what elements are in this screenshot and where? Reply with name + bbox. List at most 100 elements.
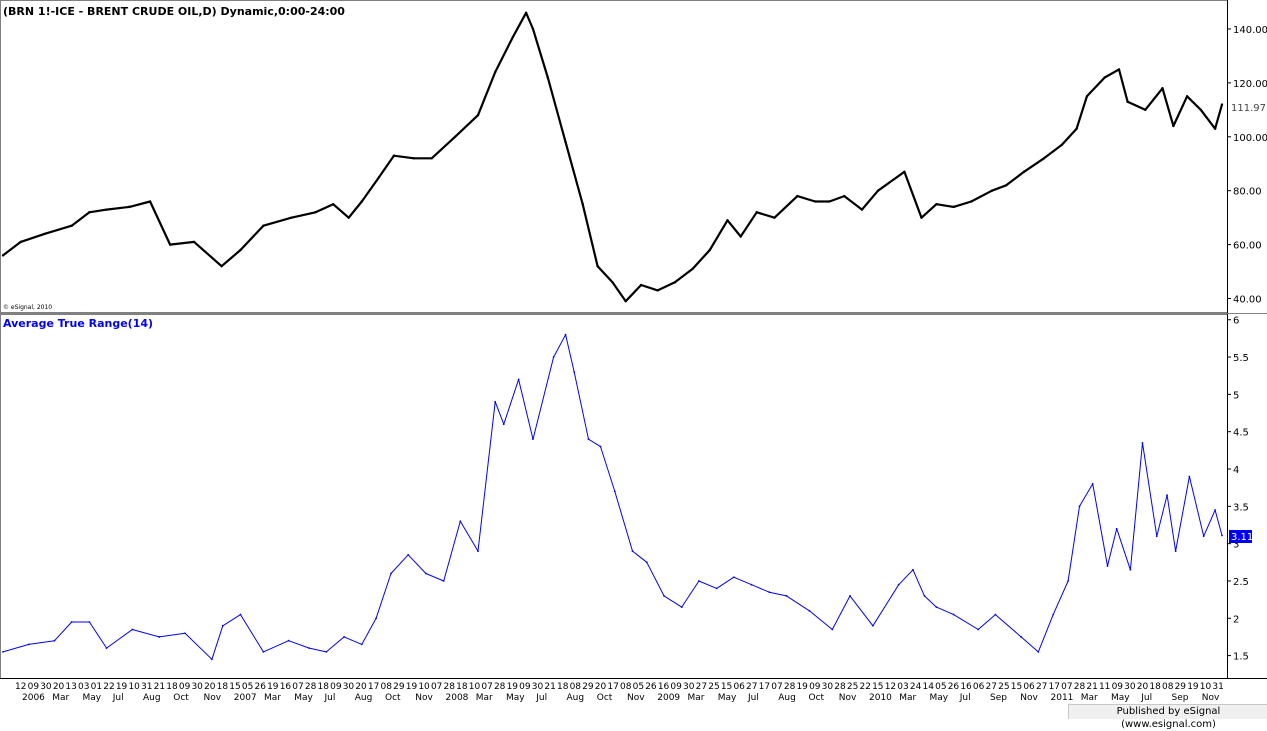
atr-point [1221, 534, 1223, 537]
x-tick-label-day: 18 [318, 682, 330, 692]
x-tick-label-period: Nov [627, 693, 645, 703]
x-tick-label-day: 25 [998, 682, 1009, 692]
x-tick-label-day: 19 [507, 682, 519, 692]
x-tick-label-day: 07 [292, 682, 303, 692]
copyright-label: © eSignal, 2010 [3, 304, 52, 311]
atr-point [1214, 509, 1217, 511]
price-point [1085, 95, 1089, 98]
atr-point [831, 628, 834, 631]
x-tick-label-day: 20 [355, 682, 367, 692]
price-point [796, 194, 799, 198]
price-y-tick-label: 40.00 [1233, 295, 1262, 306]
x-tick-label-day: 06 [973, 682, 985, 692]
price-point [392, 154, 396, 157]
price-point [262, 224, 265, 227]
x-tick-label-day: 15 [872, 682, 883, 692]
x-tick-label-period: Oct [597, 693, 613, 703]
x-tick-label-day: 25 [847, 682, 858, 692]
price-point [239, 248, 242, 252]
x-tick-label-day: 30 [191, 682, 203, 692]
x-tick-label-day: 25 [708, 682, 719, 692]
atr-point [1129, 568, 1132, 571]
price-y-tick-label: 120.00 [1233, 79, 1267, 90]
price-point [596, 264, 599, 268]
x-tick-label-day: 26 [645, 682, 657, 692]
x-tick-label-day: 19 [406, 682, 418, 692]
x-tick-label-period: Oct [385, 693, 401, 703]
x-tick-label-period: 2011 [1051, 693, 1074, 703]
atr-point [1067, 580, 1069, 582]
price-point [624, 300, 627, 303]
atr-last-value: 3.11 [1229, 530, 1253, 543]
x-tick-label-period: 2007 [234, 693, 257, 703]
x-axis: 12 09 30 20 13 03 01 22 19 10 31 21 18 09 30 20 18 15 05 26… [15, 682, 1224, 703]
price-point [1126, 100, 1129, 103]
x-tick-label-day: 22 [103, 682, 114, 692]
price-point [1117, 68, 1121, 71]
x-tick-label-day: 19 [796, 682, 808, 692]
atr-point [221, 624, 224, 627]
atr-point [210, 658, 213, 661]
x-tick-label-day: 22 [859, 682, 870, 692]
x-tick-label-day: 10 [469, 682, 481, 692]
price-point [88, 211, 91, 214]
price-point [726, 219, 729, 222]
x-tick-label-day: 26 [254, 682, 266, 692]
atr-point [53, 639, 56, 642]
atr-point [239, 613, 242, 616]
x-tick-label-period: Aug [567, 693, 585, 703]
atr-point [442, 580, 445, 582]
atr-point [1174, 550, 1177, 553]
atr-point [184, 632, 186, 635]
atr-point [2, 650, 4, 653]
price-point [1161, 87, 1164, 90]
atr-panel-frame [0, 314, 1228, 679]
atr-y-tick-label: 3 [1233, 540, 1239, 551]
price-point [1042, 157, 1046, 160]
x-tick-label-period: Jul [535, 693, 547, 703]
atr-point [407, 553, 410, 556]
x-tick-label-period: Mar [476, 693, 493, 703]
x-tick-label-period: Mar [264, 693, 281, 703]
price-point [920, 216, 923, 219]
x-tick-label-day: 16 [960, 682, 972, 692]
atr-point [768, 591, 771, 594]
atr-point [994, 613, 997, 616]
price-y-tick-label: 60.00 [1233, 241, 1262, 252]
atr-point [517, 378, 520, 381]
x-tick-label-day: 15 [721, 682, 732, 692]
price-point [1022, 170, 1026, 174]
price-point [1144, 108, 1147, 112]
x-tick-label-period: Aug [778, 693, 796, 703]
x-tick-label-day: 19 [1187, 682, 1199, 692]
x-tick-label-day: 28 [305, 682, 317, 692]
atr-point [613, 490, 616, 493]
price-point [1005, 184, 1008, 187]
price-point [860, 208, 864, 211]
x-tick-label-day: 13 [65, 682, 76, 692]
price-point [813, 200, 817, 203]
x-tick-label-period: Jul [324, 693, 336, 703]
x-tick-label-day: 09 [1112, 682, 1124, 692]
price-point [430, 157, 433, 160]
x-tick-label-period: Jul [112, 693, 124, 703]
price-point [1075, 127, 1078, 130]
atr-point [952, 613, 955, 616]
price-point [935, 202, 938, 206]
x-tick-label-period: Sep [1172, 693, 1189, 703]
atr-point [1155, 535, 1158, 538]
price-point [347, 216, 350, 219]
x-tick-label-day: 17 [368, 682, 379, 692]
price-point [828, 200, 831, 203]
x-tick-label-day: 05 [633, 682, 644, 692]
price-point [493, 70, 497, 74]
atr-point [360, 643, 363, 646]
price-point [412, 157, 416, 160]
price-point [546, 76, 550, 79]
atr-point [343, 636, 345, 638]
x-tick-label-day: 24 [910, 682, 922, 692]
price-point [70, 224, 73, 227]
x-tick-label-period: Oct [809, 693, 825, 703]
atr-point [262, 650, 265, 653]
